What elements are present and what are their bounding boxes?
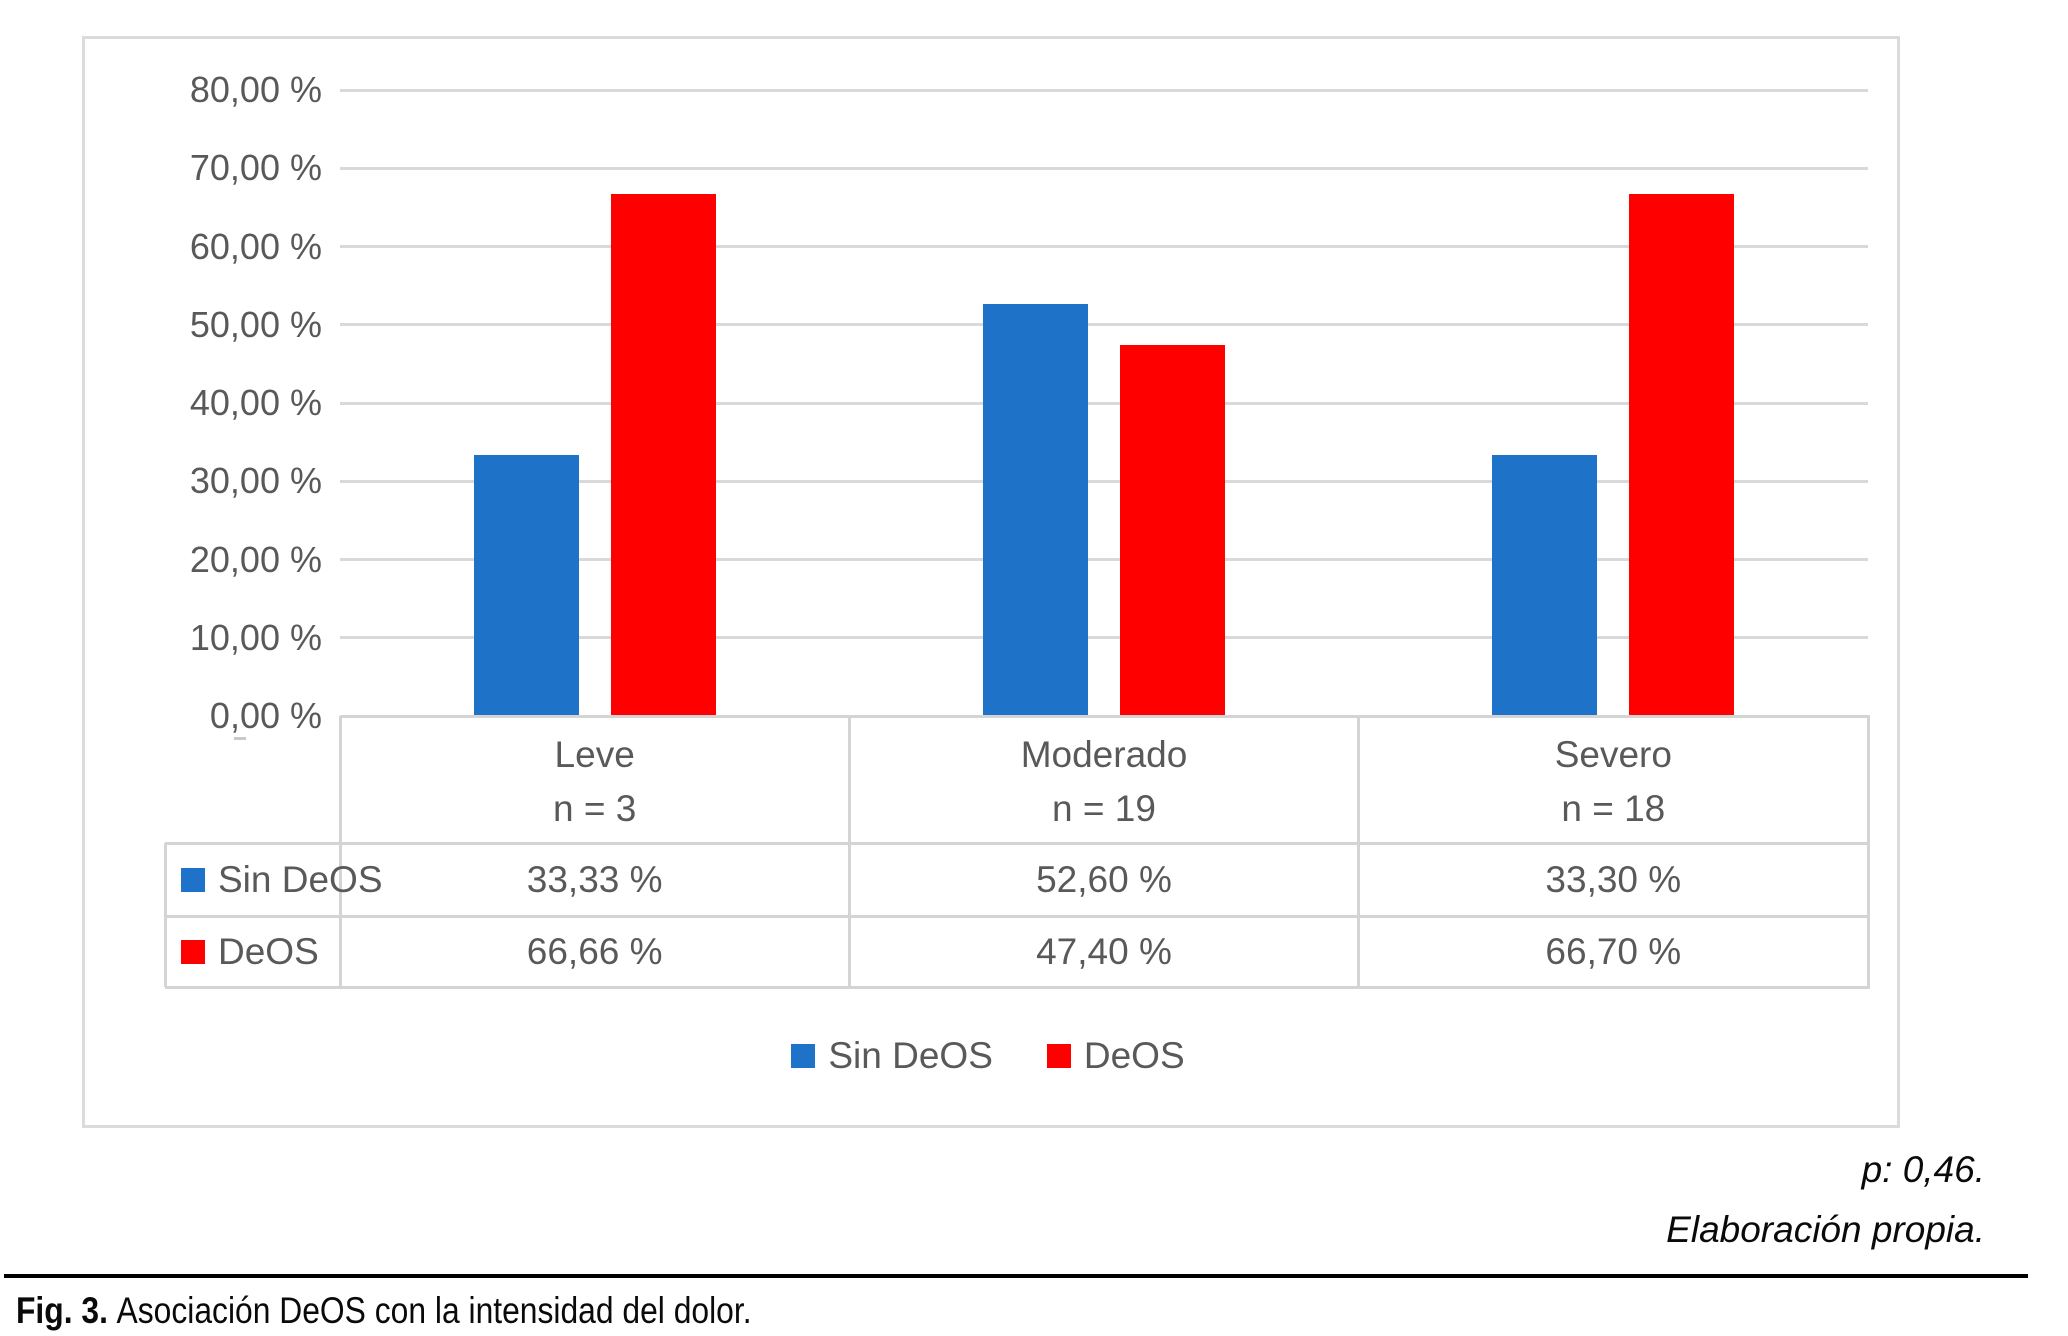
- category-header-severo: Severo: [1554, 734, 1672, 775]
- y-gridline: [340, 166, 1868, 170]
- bar-deos-severo: [1629, 194, 1735, 716]
- category-header-moderado: Moderado: [1020, 734, 1188, 775]
- y-axis-tick-label: 50,00 %: [189, 303, 322, 345]
- table-value-sin-deos-severo: 33,30 %: [1545, 858, 1682, 900]
- y-gridline: [340, 245, 1868, 248]
- category-header-leve: Leve: [554, 734, 635, 775]
- figure-label: Fig. 3.: [16, 1290, 108, 1331]
- y-axis-tick-label: 0,00 %: [209, 695, 322, 736]
- figure-divider: [4, 1274, 2028, 1278]
- y-gridline: [340, 479, 1868, 483]
- p-value-note: p: 0,46.: [1861, 1149, 1985, 1190]
- y-gridline: [340, 323, 1868, 327]
- y-axis-tick-label: 70,00 %: [189, 147, 322, 189]
- y-axis-tick-label: 60,00 %: [189, 225, 322, 267]
- figure-title: Asociación DeOS con la intensidad del do…: [116, 1290, 752, 1331]
- y-axis-tick-label: 20,00 %: [189, 538, 322, 580]
- source-note: Elaboración propia.: [1666, 1209, 1985, 1250]
- y-gridline: [340, 636, 1868, 640]
- category-n-label-moderado: n = 19: [1052, 788, 1156, 829]
- y-axis-tick-label: 30,00 %: [189, 460, 322, 502]
- table-grid-line: [1357, 716, 1361, 987]
- table-grid-line: [340, 714, 1870, 718]
- legend-swatch-deos: [1046, 1044, 1071, 1068]
- chart-legend: Sin DeOS DeOS: [82, 1030, 1894, 1082]
- y-gridline: [340, 88, 1868, 92]
- series-key-swatch-deos: [181, 939, 205, 964]
- table-grid-line: [338, 716, 342, 987]
- table-grid-line: [163, 843, 167, 987]
- series-key-label-deos: DeOS: [218, 930, 319, 972]
- table-grid-line: [847, 716, 851, 987]
- y-axis-tick-label: 40,00 %: [189, 382, 322, 423]
- table-grid-line: [1866, 716, 1870, 987]
- y-axis-tick-label: 80,00 %: [189, 69, 322, 110]
- table-value-deos-severo: 66,70 %: [1545, 930, 1682, 972]
- legend-item-sin-deos: Sin DeOS: [791, 1035, 993, 1077]
- table-value-deos-moderado: 47,40 %: [1036, 930, 1172, 972]
- table-grid-line: [165, 841, 1870, 845]
- y-gridline: [340, 401, 1868, 405]
- bar-deos-moderado: [1120, 345, 1225, 716]
- series-key-label-sin-deos: Sin DeOS: [218, 858, 383, 900]
- bar-sin-deos-moderado: [983, 304, 1088, 716]
- y-gridline: [340, 558, 1868, 561]
- category-n-label-leve: n = 3: [553, 788, 637, 829]
- bar-sin-deos-severo: [1492, 455, 1598, 716]
- bar-deos-leve: [610, 194, 716, 716]
- axis-tick: [234, 737, 246, 740]
- legend-label-sin-deos: Sin DeOS: [828, 1035, 993, 1076]
- bar-sin-deos-leve: [473, 455, 579, 716]
- table-grid-line: [165, 914, 1870, 918]
- category-n-label-severo: n = 18: [1561, 788, 1666, 829]
- series-key-swatch-sin-deos: [181, 867, 205, 892]
- y-axis-tick-label: 10,00 %: [189, 616, 322, 658]
- table-grid-line: [165, 985, 1870, 989]
- table-value-sin-deos-leve: 33,33 %: [526, 858, 663, 900]
- legend-item-deos: DeOS: [1046, 1035, 1185, 1077]
- legend-label-deos: DeOS: [1083, 1035, 1185, 1076]
- table-value-deos-leve: 66,66 %: [526, 930, 663, 972]
- legend-swatch-sin-deos: [791, 1044, 816, 1068]
- table-value-sin-deos-moderado: 52,60 %: [1036, 858, 1172, 900]
- figure-caption: Fig. 3. Asociación DeOS con la intensidad…: [16, 1290, 752, 1332]
